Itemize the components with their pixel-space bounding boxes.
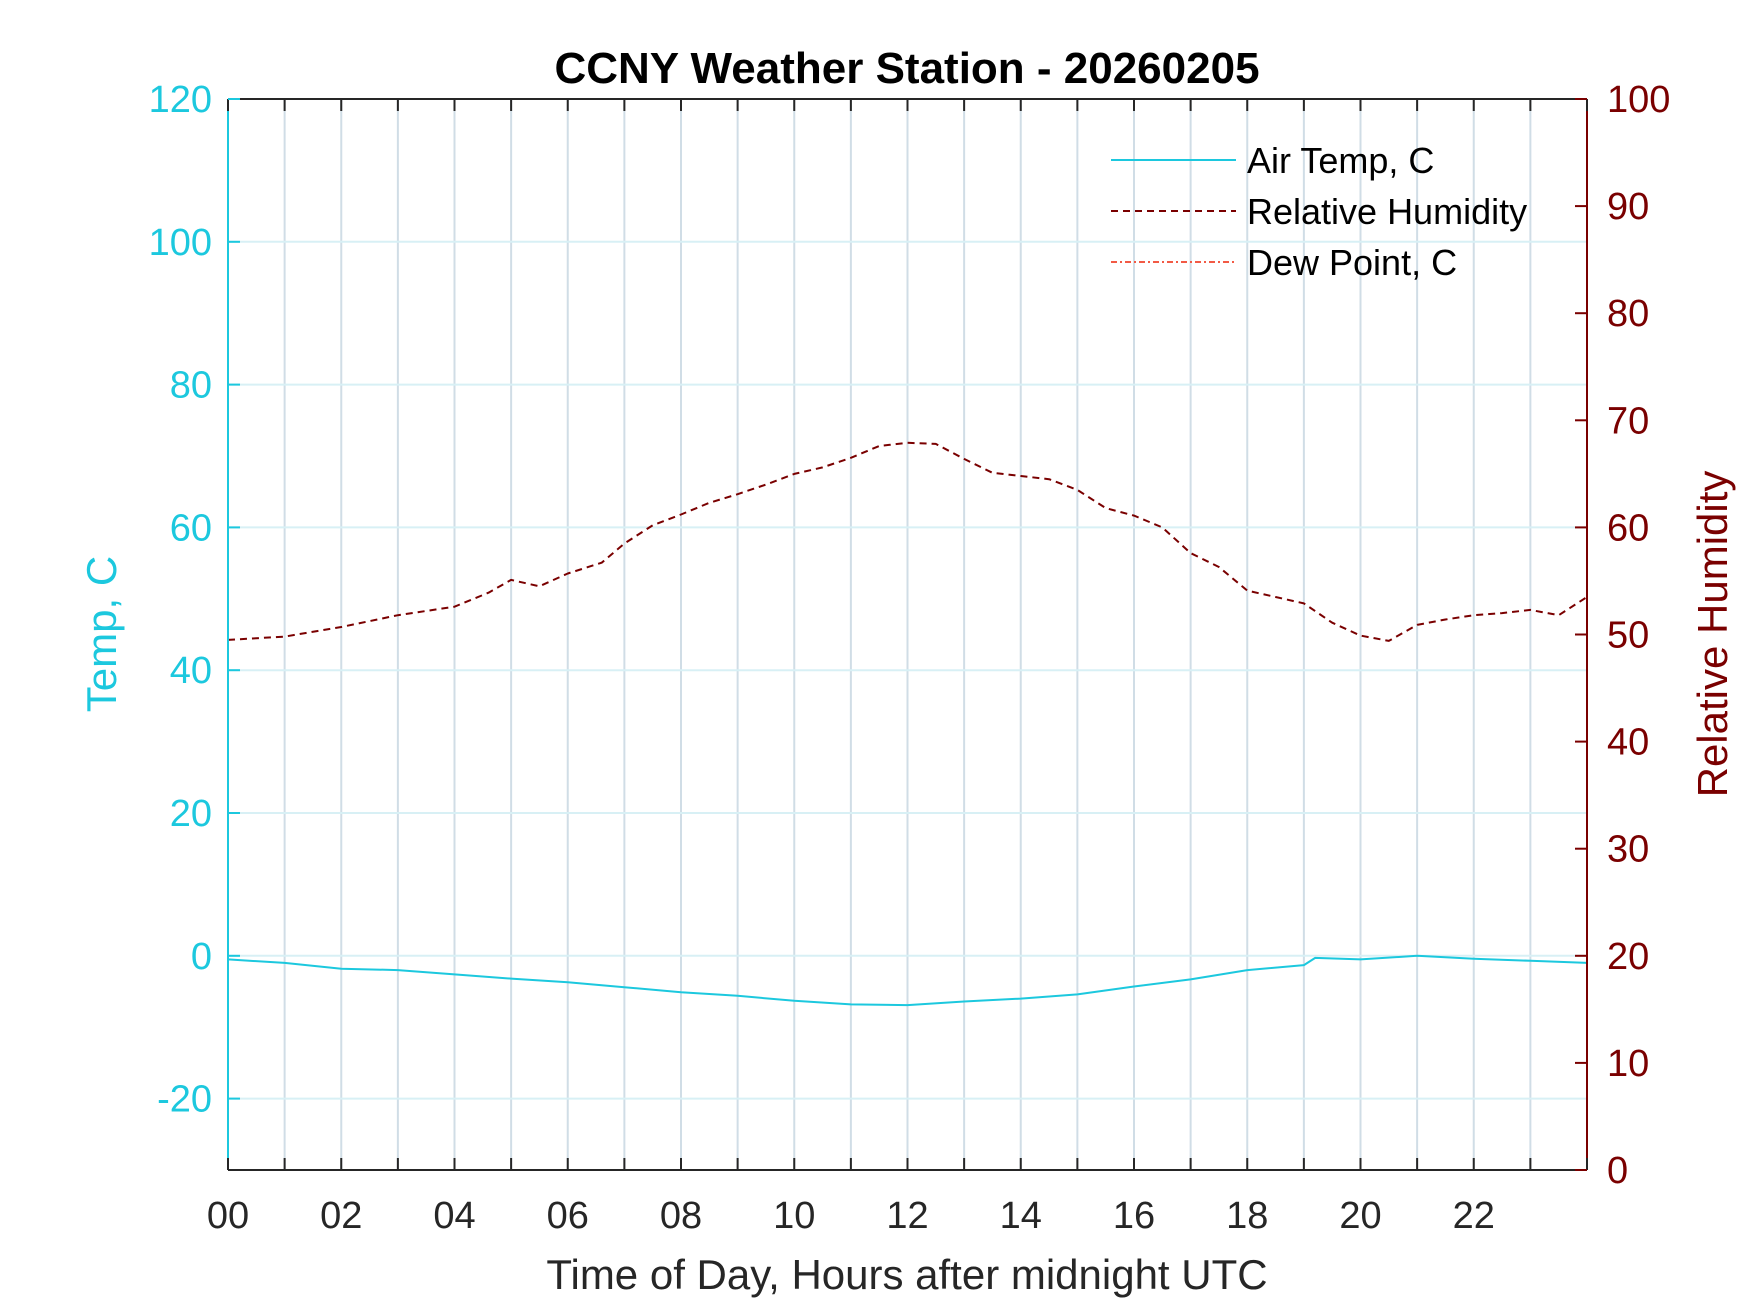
x-tick-label: 04 bbox=[433, 1195, 475, 1237]
y-left-tick-label: 0 bbox=[191, 936, 212, 978]
y-right-tick-label: 10 bbox=[1607, 1043, 1649, 1085]
y-right-tick-label: 60 bbox=[1607, 507, 1649, 549]
x-tick-label: 18 bbox=[1226, 1195, 1268, 1237]
legend-label: Air Temp, C bbox=[1247, 140, 1434, 181]
y-left-tick-label: 60 bbox=[170, 507, 212, 549]
x-tick-label: 00 bbox=[207, 1195, 249, 1237]
x-tick-label: 06 bbox=[547, 1195, 589, 1237]
y-right-tick-label: 20 bbox=[1607, 936, 1649, 978]
y-right-tick-label: 40 bbox=[1607, 722, 1649, 764]
y-left-tick-label: 20 bbox=[170, 793, 212, 835]
y-left-tick-label: 40 bbox=[170, 650, 212, 692]
x-axis-label: Time of Day, Hours after midnight UTC bbox=[546, 1251, 1267, 1298]
chart-title: CCNY Weather Station - 20260205 bbox=[554, 44, 1259, 93]
x-tick-label: 16 bbox=[1113, 1195, 1155, 1237]
y-axis-left-label: Temp, C bbox=[78, 556, 125, 712]
y-right-tick-label: 70 bbox=[1607, 400, 1649, 442]
x-tick-label: 12 bbox=[886, 1195, 928, 1237]
y-right-tick-label: 0 bbox=[1607, 1150, 1628, 1192]
y-right-tick-label: 30 bbox=[1607, 829, 1649, 871]
x-tick-label: 02 bbox=[320, 1195, 362, 1237]
series-line-relative-humidity bbox=[227, 441, 1588, 642]
y-right-tick-label: 80 bbox=[1607, 293, 1649, 335]
x-tick-label: 08 bbox=[660, 1195, 702, 1237]
series-line-air-temp-c bbox=[227, 954, 1588, 1007]
series-lines bbox=[227, 441, 1588, 1007]
y-right-tick-label: 90 bbox=[1607, 186, 1649, 228]
legend-label: Dew Point, C bbox=[1247, 242, 1457, 283]
y-left-tick-label: 120 bbox=[149, 79, 212, 121]
x-tick-label: 10 bbox=[773, 1195, 815, 1237]
y-right-tick-label: 100 bbox=[1607, 79, 1670, 121]
y-axis-right-label: Relative Humidity bbox=[1689, 471, 1736, 798]
x-tick-label: 20 bbox=[1339, 1195, 1381, 1237]
legend-label: Relative Humidity bbox=[1247, 191, 1527, 232]
y-left-tick-label: 100 bbox=[149, 222, 212, 264]
y-left-tick-label: -20 bbox=[157, 1079, 212, 1121]
x-tick-label: 14 bbox=[1000, 1195, 1042, 1237]
y-left-tick-label: 80 bbox=[170, 365, 212, 407]
tick-labels: 00 02 04 06 08 10 12 14 16 18 20 22-200204060801001… bbox=[149, 79, 1671, 1237]
y-right-tick-label: 50 bbox=[1607, 615, 1649, 657]
grid bbox=[228, 99, 1587, 1170]
x-tick-label: 22 bbox=[1453, 1195, 1495, 1237]
legend: Air Temp, C Relative Humidity Dew Point, C bbox=[1111, 140, 1527, 283]
